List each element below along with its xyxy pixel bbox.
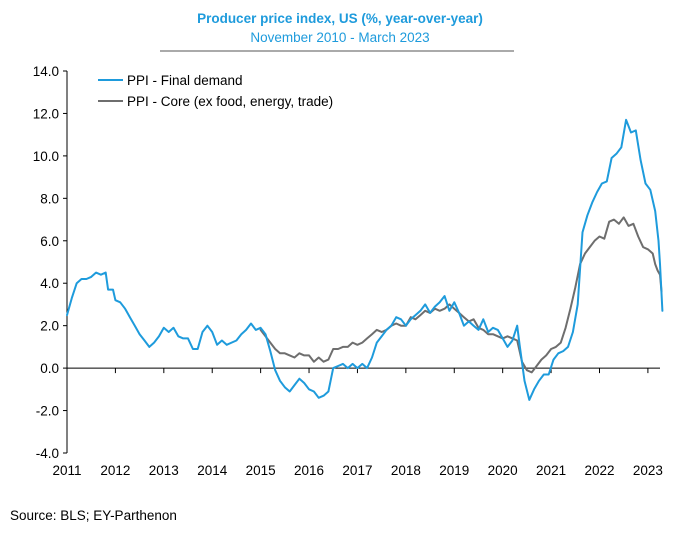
x-tick-label: 2012 (100, 463, 130, 478)
x-tick-label: 2020 (488, 463, 518, 478)
series-line-final-demand (66, 118, 664, 401)
x-tick-label: 2018 (391, 463, 421, 478)
y-tick-label: -4.0 (36, 446, 59, 461)
x-tick-label: 2016 (294, 463, 324, 478)
y-tick-label: 12.0 (33, 106, 59, 121)
legend-label-final-demand: PPI - Final demand (127, 73, 243, 88)
x-tick-label: 2022 (584, 463, 614, 478)
y-tick-label: 10.0 (33, 149, 59, 164)
y-tick-label: 6.0 (40, 234, 59, 249)
x-tick-label: 2017 (342, 463, 372, 478)
y-tick-label: 14.0 (33, 64, 59, 79)
legend: PPI - Final demand PPI - Core (ex food, … (98, 73, 333, 109)
x-tick-label: 2023 (633, 463, 663, 478)
source-note: Source: BLS; EY-Parthenon (10, 508, 177, 523)
y-tick-label: 0.0 (40, 361, 59, 376)
x-tick-label: 2014 (197, 463, 228, 478)
y-tick-label: -2.0 (36, 404, 59, 419)
y-tick-label: 8.0 (40, 191, 59, 206)
x-tick-label: 2015 (246, 463, 276, 478)
x-tick-label: 2019 (439, 463, 469, 478)
y-tick-label: 4.0 (40, 276, 59, 291)
series-group (66, 118, 664, 401)
x-tick-label: 2011 (52, 463, 81, 478)
chart-title: Producer price index, US (%, year-over-y… (197, 11, 483, 26)
series-line-core (259, 216, 663, 374)
y-tick-label: 2.0 (40, 319, 59, 334)
x-tick-label: 2021 (536, 463, 566, 478)
legend-label-core: PPI - Core (ex food, energy, trade) (127, 94, 333, 109)
x-tick-label: 2013 (149, 463, 179, 478)
chart-subtitle: November 2010 - March 2023 (250, 30, 429, 45)
chart-area: Producer price index, US (%, year-over-y… (33, 11, 664, 478)
axes: 14.0 12.0 10.0 8.0 6.0 4.0 2.0 0.0 -2.0 -4.0 2011 2… (33, 64, 663, 478)
